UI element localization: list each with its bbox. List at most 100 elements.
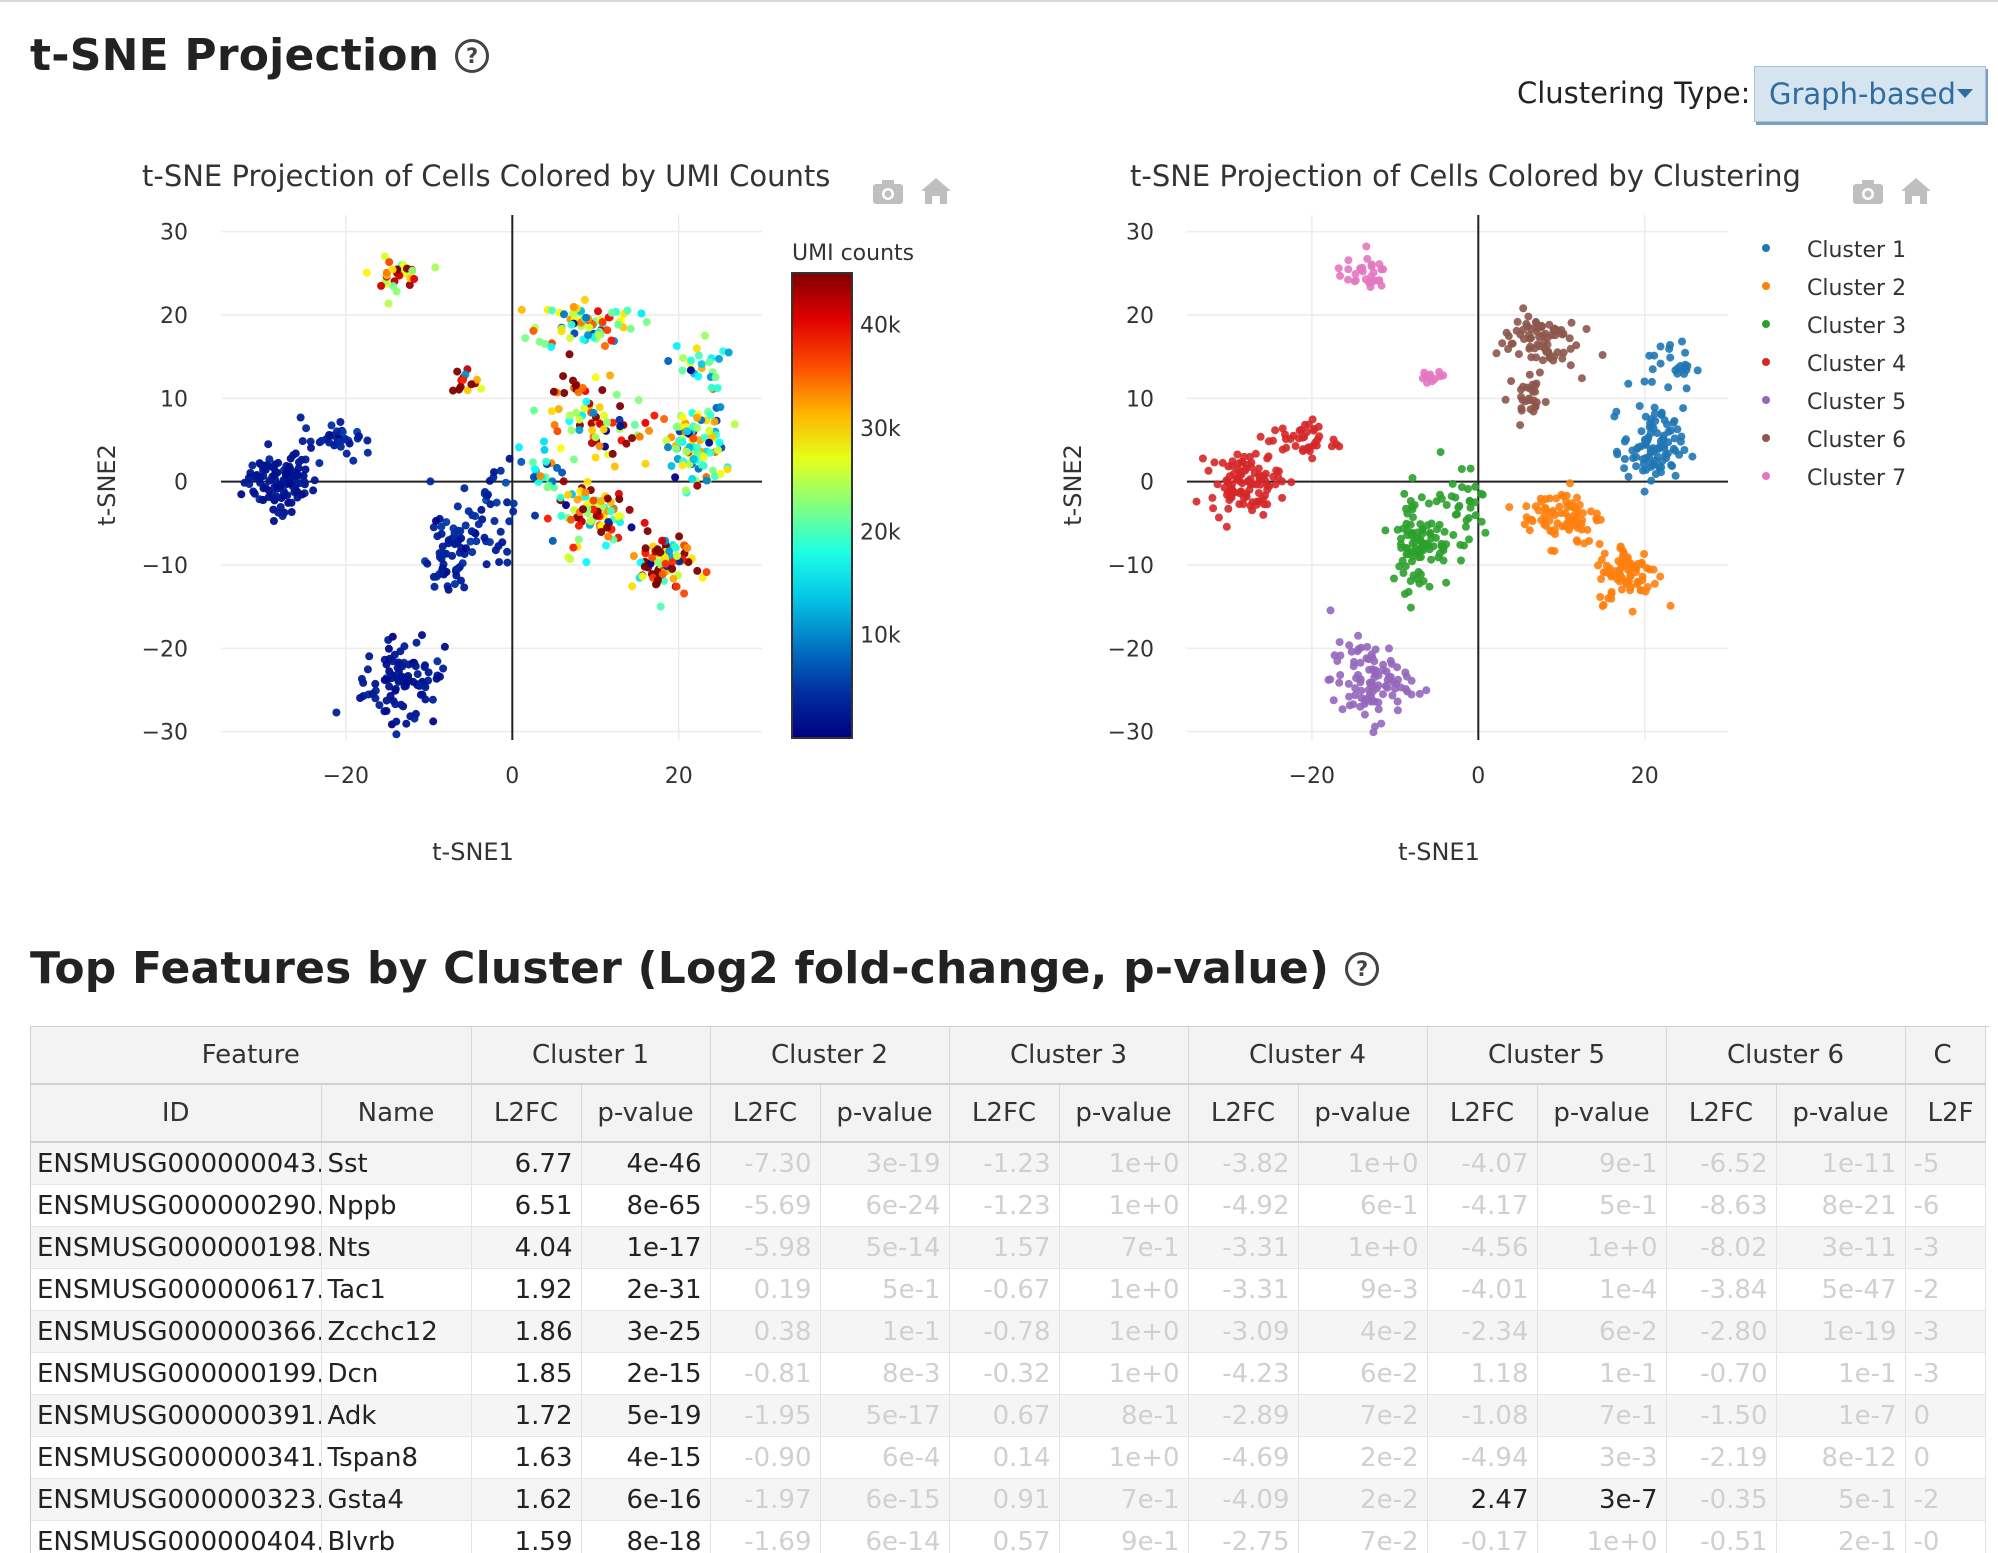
column-header-l2f[interactable]: L2F bbox=[1905, 1084, 1985, 1142]
column-header-l2fc[interactable]: L2FC bbox=[949, 1084, 1059, 1142]
feature-id: ENSMUSG000000290... bbox=[31, 1185, 321, 1227]
cluster-point bbox=[1375, 705, 1383, 713]
column-header-l2fc[interactable]: L2FC bbox=[1188, 1084, 1298, 1142]
umi-point bbox=[389, 671, 397, 679]
l2fc-cell: -4.17 bbox=[1427, 1185, 1537, 1227]
pvalue-cell: 5e-17 bbox=[820, 1395, 949, 1437]
umi-point bbox=[642, 544, 650, 552]
umi-point bbox=[664, 443, 672, 451]
column-header-p-value[interactable]: p-value bbox=[1059, 1084, 1188, 1142]
cluster-point bbox=[1467, 465, 1475, 473]
legend-item-label[interactable]: Cluster 6 bbox=[1807, 428, 1906, 453]
umi-point bbox=[424, 677, 432, 685]
column-header-l2fc[interactable]: L2FC bbox=[1666, 1084, 1776, 1142]
column-header-p-value[interactable]: p-value bbox=[581, 1084, 710, 1142]
legend-item-label[interactable]: Cluster 1 bbox=[1807, 238, 1906, 263]
legend-item-label[interactable]: Cluster 7 bbox=[1807, 466, 1906, 491]
cluster-point bbox=[1372, 646, 1380, 654]
cluster-point bbox=[1223, 523, 1231, 531]
cluster-point bbox=[1369, 665, 1377, 673]
cluster-point bbox=[1428, 377, 1436, 385]
umi-point bbox=[297, 414, 305, 422]
umi-point bbox=[599, 318, 607, 326]
pvalue-cell: 5e-1 bbox=[820, 1269, 949, 1311]
umi-point bbox=[650, 412, 658, 420]
umi-point bbox=[645, 427, 653, 435]
cluster-point bbox=[1565, 516, 1573, 524]
umi-point bbox=[581, 489, 589, 497]
cluster-y-tick-label: −10 bbox=[1108, 554, 1154, 579]
umi-point bbox=[279, 512, 287, 520]
column-header-p-value[interactable]: p-value bbox=[820, 1084, 949, 1142]
camera-icon[interactable] bbox=[1853, 180, 1883, 204]
column-header-l2fc[interactable]: L2FC bbox=[471, 1084, 581, 1142]
umi-point bbox=[592, 454, 600, 462]
umi-point bbox=[515, 443, 523, 451]
cluster-point bbox=[1498, 339, 1506, 347]
column-header-p-value[interactable]: p-value bbox=[1537, 1084, 1666, 1142]
umi-y-axis-label: t-SNE2 bbox=[93, 444, 121, 526]
cluster-point bbox=[1336, 652, 1344, 660]
cluster-point bbox=[1405, 588, 1413, 596]
umi-point bbox=[436, 673, 444, 681]
feature-id: ENSMUSG000000404... bbox=[31, 1521, 321, 1553]
home-icon[interactable] bbox=[921, 178, 951, 204]
feature-id: ENSMUSG000000198... bbox=[31, 1227, 321, 1269]
cluster-point bbox=[1667, 602, 1675, 610]
pvalue-cell: 3e-25 bbox=[581, 1311, 710, 1353]
umi-point bbox=[253, 471, 261, 479]
help-icon[interactable]: ? bbox=[1345, 952, 1379, 986]
umi-point bbox=[400, 642, 408, 650]
cluster-point bbox=[1409, 474, 1417, 482]
pvalue-cell: 6e-15 bbox=[820, 1479, 949, 1521]
cluster-point bbox=[1279, 425, 1287, 433]
l2fc-cell: -0 bbox=[1905, 1521, 1985, 1553]
column-header-l2fc[interactable]: L2FC bbox=[1427, 1084, 1537, 1142]
home-icon[interactable] bbox=[1901, 178, 1931, 204]
umi-point bbox=[683, 448, 691, 456]
cluster-point bbox=[1437, 372, 1445, 380]
umi-point bbox=[409, 678, 417, 686]
umi-point bbox=[349, 457, 357, 465]
umi-point bbox=[590, 409, 598, 417]
umi-point bbox=[582, 314, 590, 322]
umi-x-axis-label: t-SNE1 bbox=[432, 838, 514, 866]
l2fc-cell: -1.95 bbox=[710, 1395, 820, 1437]
cluster-point bbox=[1548, 528, 1556, 536]
column-header-l2fc[interactable]: L2FC bbox=[710, 1084, 820, 1142]
cluster-point bbox=[1379, 690, 1387, 698]
legend-item-label[interactable]: Cluster 3 bbox=[1807, 314, 1906, 339]
umi-point bbox=[644, 527, 652, 535]
umi-point bbox=[518, 306, 526, 314]
legend-item-label[interactable]: Cluster 5 bbox=[1807, 390, 1906, 415]
column-header-p-value[interactable]: p-value bbox=[1776, 1084, 1905, 1142]
column-header-p-value[interactable]: p-value bbox=[1298, 1084, 1427, 1142]
cluster-point bbox=[1441, 528, 1449, 536]
umi-point bbox=[426, 477, 434, 485]
umi-point bbox=[557, 444, 565, 452]
column-header-id[interactable]: ID bbox=[31, 1084, 321, 1142]
legend-item-label[interactable]: Cluster 2 bbox=[1807, 276, 1906, 301]
umi-point bbox=[445, 586, 453, 594]
cluster-point bbox=[1596, 540, 1604, 548]
column-header-name[interactable]: Name bbox=[321, 1084, 471, 1142]
cluster-point bbox=[1638, 427, 1646, 435]
cluster-point bbox=[1611, 567, 1619, 575]
umi-point bbox=[497, 528, 505, 536]
pvalue-cell: 7e-1 bbox=[1537, 1395, 1666, 1437]
umi-point bbox=[294, 471, 302, 479]
camera-top bbox=[1862, 180, 1874, 186]
legend-item-label[interactable]: Cluster 4 bbox=[1807, 352, 1906, 377]
camera-icon[interactable] bbox=[873, 180, 903, 204]
pvalue-cell: 8e-65 bbox=[581, 1185, 710, 1227]
